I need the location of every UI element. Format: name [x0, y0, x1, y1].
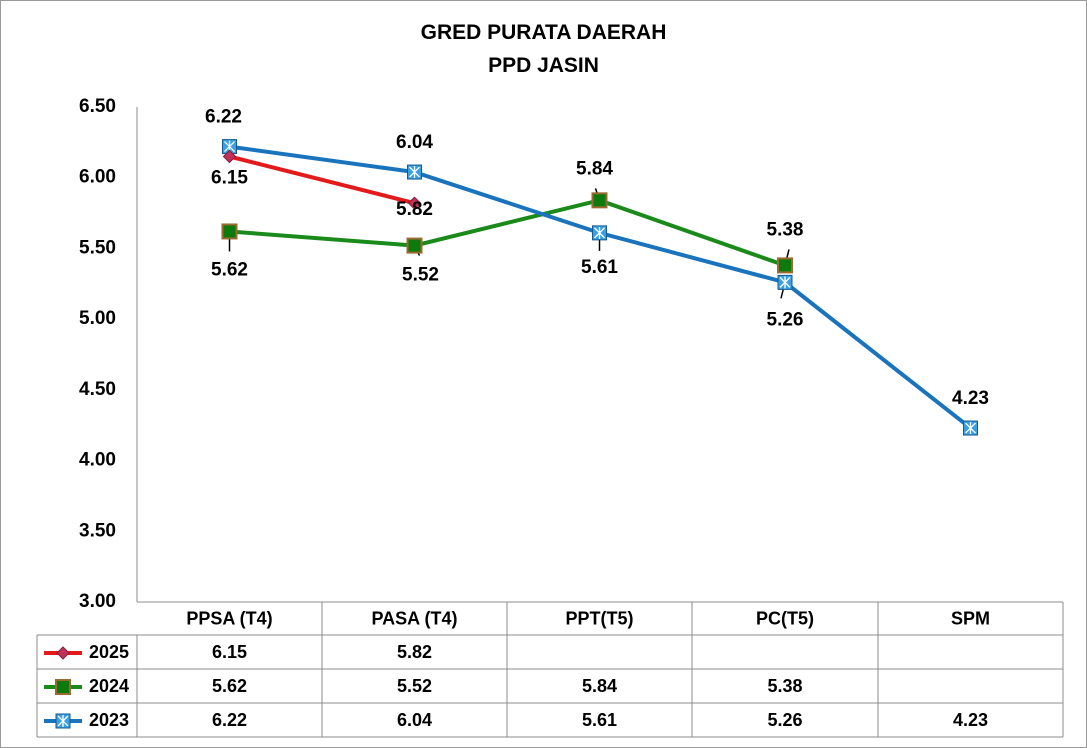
legend-series-name: 2023: [89, 710, 129, 730]
table-cell-value: 5.84: [582, 676, 617, 696]
x-category-label: PC(T5): [756, 608, 814, 628]
data-point-marker-cross: [594, 226, 605, 239]
y-tick-label: 5.50: [79, 237, 116, 258]
table-cell-value: 5.52: [397, 676, 432, 696]
y-tick-label: 3.50: [79, 520, 116, 541]
data-label: 6.15: [211, 168, 248, 189]
data-point-marker-cross: [779, 276, 791, 289]
legend-series-name: 2025: [89, 642, 129, 662]
data-point-marker-cross: [965, 422, 976, 435]
data-point-marker: [406, 237, 423, 254]
series-line-2024: [229, 198, 786, 268]
chart-title: GRED PURATA DAERAH: [420, 21, 667, 44]
x-category-label: PPT(T5): [565, 608, 633, 628]
data-point-marker: [591, 192, 608, 209]
table-cell-value: 5.26: [767, 710, 802, 730]
data-label: 4.23: [952, 388, 989, 409]
y-tick-label: 6.50: [79, 96, 116, 117]
table-cell-value: 5.61: [582, 710, 617, 730]
y-tick-label: 4.50: [79, 379, 116, 400]
data-label: 5.38: [767, 219, 804, 240]
x-category-label: SPM: [951, 608, 990, 628]
table-cell-value: 6.22: [212, 710, 247, 730]
table-cell-value: 5.82: [397, 642, 432, 662]
data-label: 5.82: [396, 199, 433, 220]
table-cell-value: 6.04: [397, 710, 432, 730]
table-cell-value: 4.23: [953, 710, 988, 730]
chart-subtitle: PPD JASIN: [488, 54, 599, 77]
y-tick-label: 3.00: [79, 591, 116, 612]
table-cell-value: 6.15: [212, 642, 247, 662]
data-point-marker: [407, 196, 422, 210]
data-label: 6.22: [205, 107, 242, 128]
data-label: 5.52: [402, 265, 439, 286]
legend-series-name: 2024: [89, 676, 129, 696]
data-point-marker: [221, 223, 238, 240]
data-label: 5.26: [767, 309, 804, 330]
data-point-marker-cross: [57, 715, 69, 727]
data-point-marker-cross: [409, 166, 420, 179]
table-cell-value: 5.62: [212, 676, 247, 696]
x-category-label: PASA (T4): [371, 608, 457, 628]
data-point-marker: [56, 646, 70, 660]
y-tick-label: 4.00: [79, 450, 116, 471]
x-category-label: PPSA (T4): [186, 608, 272, 628]
data-point-marker: [777, 257, 793, 274]
series-line-2023: [229, 144, 972, 430]
y-tick-label: 6.00: [79, 167, 116, 188]
series-line-2025: [229, 154, 415, 206]
data-label: 6.04: [396, 132, 433, 153]
data-label: 5.61: [581, 257, 618, 278]
y-tick-label: 5.00: [79, 308, 116, 329]
data-point-marker: [55, 679, 71, 695]
data-label: 5.62: [211, 259, 248, 280]
data-point-marker: [222, 149, 237, 164]
table-cell-value: 5.38: [767, 676, 802, 696]
data-label: 5.84: [576, 158, 613, 179]
